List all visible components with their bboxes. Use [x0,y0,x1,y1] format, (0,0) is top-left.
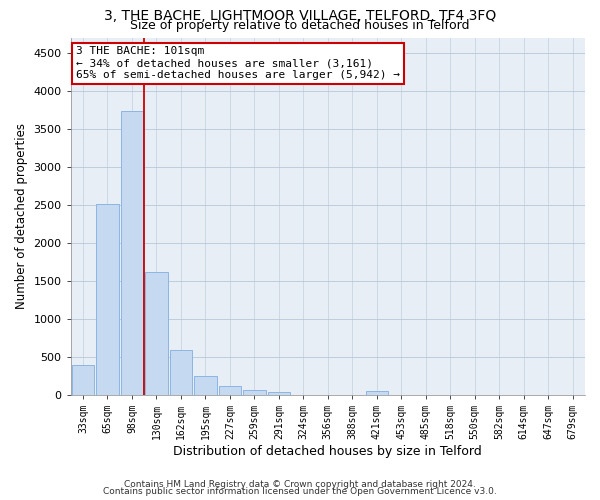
Y-axis label: Number of detached properties: Number of detached properties [15,123,28,309]
Bar [218,386,241,394]
Text: Contains public sector information licensed under the Open Government Licence v3: Contains public sector information licen… [103,487,497,496]
Bar [121,111,143,395]
Bar [194,376,217,394]
Text: 3 THE BACHE: 101sqm
← 34% of detached houses are smaller (3,161)
65% of semi-det: 3 THE BACHE: 101sqm ← 34% of detached ho… [76,46,400,80]
Bar [145,272,167,394]
X-axis label: Distribution of detached houses by size in Telford: Distribution of detached houses by size … [173,444,482,458]
Text: Size of property relative to detached houses in Telford: Size of property relative to detached ho… [130,18,470,32]
Bar [268,392,290,394]
Bar [96,204,119,394]
Bar [243,390,266,394]
Bar [365,391,388,394]
Text: Contains HM Land Registry data © Crown copyright and database right 2024.: Contains HM Land Registry data © Crown c… [124,480,476,489]
Bar [170,350,192,395]
Text: 3, THE BACHE, LIGHTMOOR VILLAGE, TELFORD, TF4 3FQ: 3, THE BACHE, LIGHTMOOR VILLAGE, TELFORD… [104,9,496,23]
Bar [71,365,94,394]
